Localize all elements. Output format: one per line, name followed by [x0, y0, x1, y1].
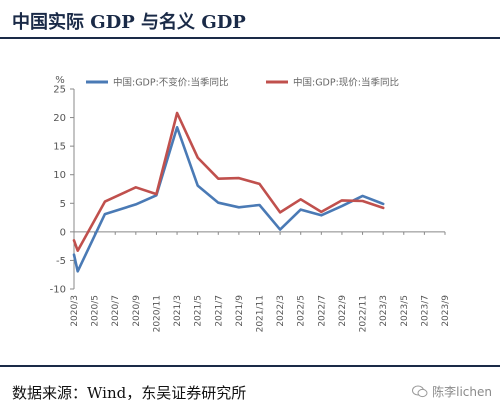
- x-tick-label: 2021/3: [173, 295, 183, 327]
- x-tick-label: 2023/3: [379, 295, 389, 327]
- y-tick-label: 25: [53, 85, 66, 96]
- x-tick-label: 2022/7: [317, 295, 327, 327]
- wechat-icon: [412, 385, 428, 398]
- x-tick-label: 2023/7: [420, 295, 430, 327]
- series-lines: [72, 111, 385, 273]
- watermark: 陈李lichen: [412, 383, 492, 400]
- x-tick-label: 2021/11: [256, 295, 266, 332]
- series-line: [72, 111, 385, 252]
- x-tick-label: 2021/7: [214, 295, 224, 327]
- watermark-text: 陈李lichen: [432, 385, 492, 399]
- source-note: 数据来源：Wind，东吴证券研究所: [12, 384, 247, 402]
- x-tick-label: 2020/3: [70, 295, 80, 327]
- x-tick-label: 2021/9: [235, 295, 245, 327]
- y-tick-label: -10: [50, 285, 66, 296]
- top-rule: [0, 37, 500, 39]
- x-tick-label: 2023/5: [400, 295, 410, 327]
- y-tick-label: 15: [53, 142, 66, 153]
- legend-label: 中国:GDP:现价:当季同比: [293, 77, 399, 89]
- y-axis: % -10 -5 0 5 10 15 20 25: [50, 75, 75, 296]
- x-tick-label: 2020/7: [111, 295, 121, 327]
- x-tick-label: 2022/11: [359, 295, 369, 332]
- x-tick-label: 2021/5: [194, 295, 204, 327]
- x-tick-label: 2022/3: [276, 295, 286, 327]
- y-tick-label: 20: [53, 113, 66, 124]
- bottom-rule: [0, 365, 500, 367]
- x-tick-label: 2020/5: [91, 295, 101, 327]
- y-tick-label: 5: [60, 199, 66, 210]
- x-tick-label: 2022/5: [297, 295, 307, 327]
- x-axis: 2020/3 2020/5 2020/7 2020/9 2020/11 2021/3 202…: [70, 231, 451, 332]
- y-tick-label: 0: [60, 227, 66, 238]
- series-line: [72, 126, 385, 273]
- y-tick-label: -5: [56, 256, 66, 267]
- legend-label: 中国:GDP:不变价:当季同比: [113, 77, 229, 89]
- y-tick-label: 10: [53, 170, 66, 181]
- x-tick-label: 2022/9: [338, 295, 348, 327]
- x-tick-label: 2020/9: [132, 295, 142, 327]
- legend: 中国:GDP:不变价:当季同比 中国:GDP:现价:当季同比: [86, 77, 399, 89]
- page-title: 中国实际 GDP 与名义 GDP: [12, 12, 246, 33]
- y-unit-label: %: [55, 75, 65, 86]
- x-tick-label: 2020/11: [152, 295, 162, 332]
- x-tick-label: 2023/9: [441, 295, 451, 327]
